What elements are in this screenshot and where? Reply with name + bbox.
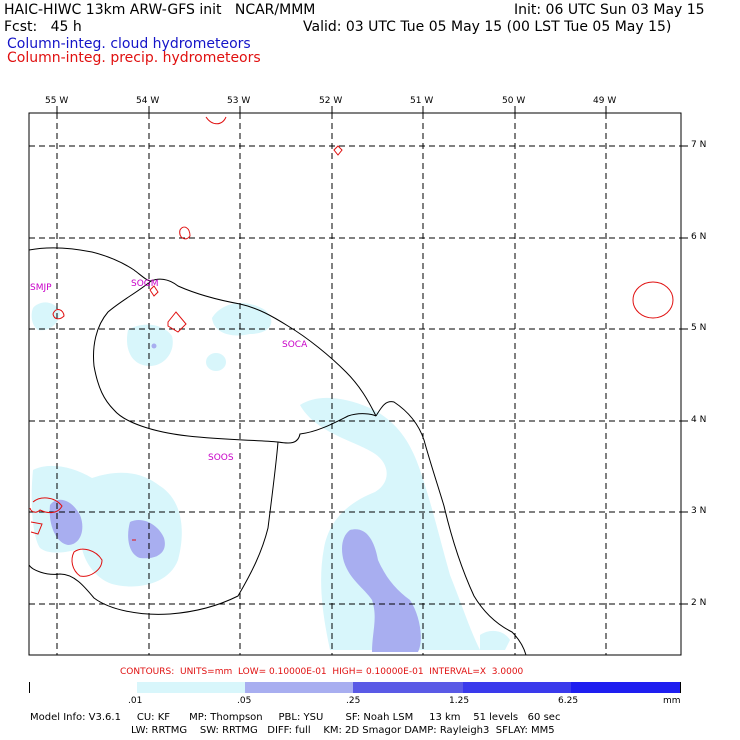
colorbar-cell [571, 682, 680, 693]
hydrometeor-fills [29, 113, 681, 655]
lon-label: 53 W [227, 96, 251, 106]
lat-label: 2 N [691, 598, 707, 608]
lat-label: 7 N [691, 140, 707, 150]
station-label: SOOS [208, 453, 234, 463]
colorbar-cell [353, 682, 463, 693]
lat-label: 6 N [691, 232, 707, 242]
station-label: SOCA [282, 340, 308, 350]
coastline [29, 247, 527, 655]
valid-time: Valid: 03 UTC Tue 05 May 15 (00 LST Tue … [303, 19, 672, 35]
colorbar-tick: .01 [128, 696, 143, 706]
model-info-line-2: LW: RRTMG SW: RRTMG DIFF: full KM: 2D Sm… [131, 725, 555, 736]
init-time: Init: 06 UTC Sun 03 May 15 [514, 2, 705, 18]
lat-label: 5 N [691, 323, 707, 333]
station-label: SMJP [30, 283, 52, 293]
forecast-hour: Fcst: 45 h [4, 19, 82, 35]
colorbar-tick: 6.25 [558, 696, 579, 706]
contour-note: CONTOURS: UNITS=mm LOW= 0.10000E-01 HIGH… [120, 667, 524, 677]
lat-label: 3 N [691, 506, 707, 516]
lon-label: 49 W [593, 96, 617, 106]
model-info-line-1: Model Info: V3.6.1 CU: KF MP: Thompson P… [30, 712, 561, 723]
colorbar-cell [245, 682, 353, 693]
cloud-field-label: Column-integ. cloud hydrometeors [7, 36, 251, 52]
lon-label: 51 W [410, 96, 434, 106]
lon-label: 50 W [502, 96, 526, 106]
lon-label: 52 W [319, 96, 343, 106]
model-title: HAIC-HIWC 13km ARW-GFS init NCAR/MMM [4, 2, 316, 18]
precip-field-label: Column-integ. precip. hydrometeors [7, 50, 261, 66]
colorbar-tick: .05 [237, 696, 252, 706]
colorbar-tick: 1.25 [449, 696, 470, 706]
colorbar-cell [30, 682, 137, 693]
lon-label: 54 W [136, 96, 160, 106]
colorbar-cell [137, 682, 245, 693]
station-label: SOGM [131, 279, 159, 289]
precip-contours [29, 116, 674, 577]
colorbar-tick: .25 [346, 696, 361, 706]
colorbar-unit: mm [663, 696, 681, 706]
lat-label: 4 N [691, 415, 707, 425]
colorbar-cell [463, 682, 571, 693]
lon-label: 55 W [45, 96, 69, 106]
